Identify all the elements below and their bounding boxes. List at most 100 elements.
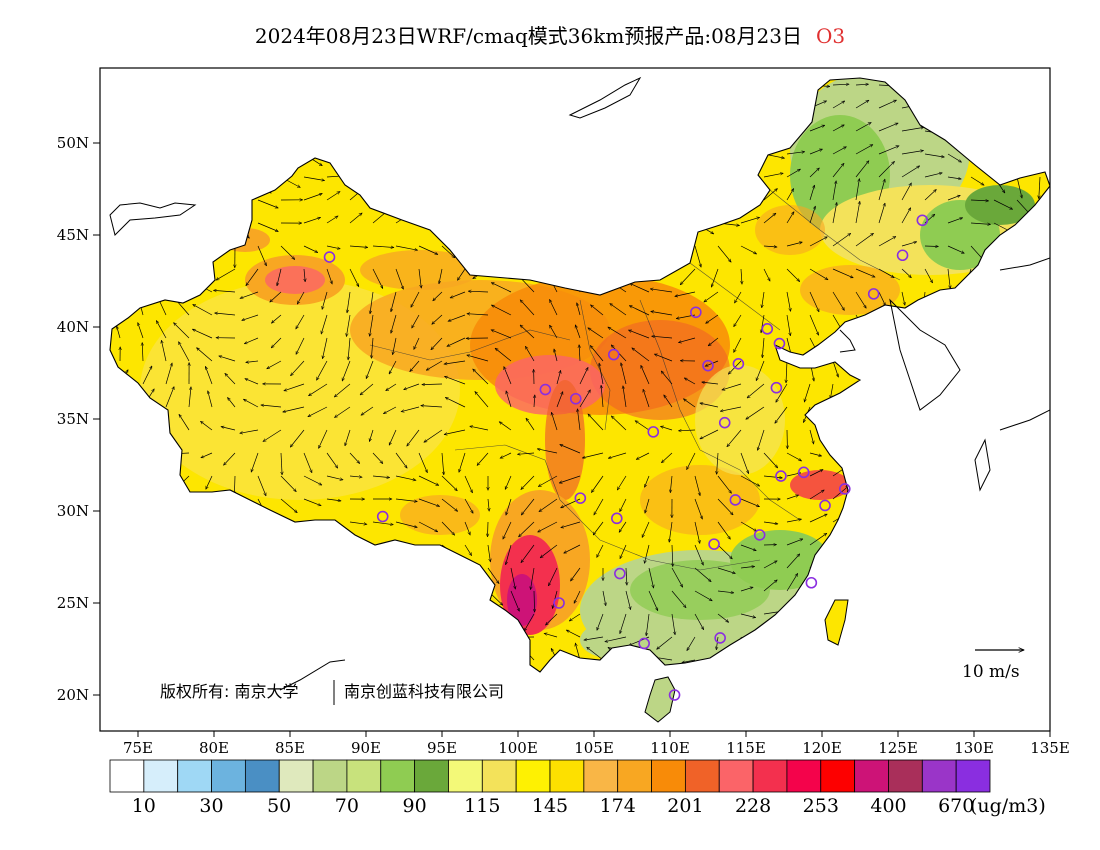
colorbar-swatch — [278, 759, 314, 793]
wind-arrow — [610, 304, 627, 316]
wind-arrow — [221, 427, 236, 431]
wind-scale: 10 m/s — [962, 650, 1024, 682]
colorbar-swatch — [955, 759, 991, 793]
wind-arrow — [679, 337, 696, 343]
wind-arrow — [970, 200, 989, 201]
wind-arrow — [372, 452, 383, 464]
colorbar-label: 145 — [532, 795, 568, 817]
wind-arrow — [559, 475, 581, 483]
wind-arrow — [591, 475, 604, 493]
colorbar-swatch — [143, 759, 179, 793]
wind-arrow — [520, 325, 535, 339]
wind-arrow — [245, 379, 259, 385]
wind-arrow — [855, 179, 859, 201]
wind-arrow — [680, 268, 696, 285]
wind-arrow — [901, 242, 917, 247]
wind-arrow — [345, 429, 351, 446]
colorbar-swatch — [414, 759, 449, 793]
wind-arrow — [809, 452, 822, 456]
wind-arrow — [809, 168, 819, 178]
wind-arrow — [445, 397, 466, 408]
wind-arrow — [763, 246, 777, 247]
wind-arrow — [240, 429, 259, 433]
copyright-text-2: 南京创蓝科技有限公司 — [344, 682, 504, 701]
wind-arrow — [395, 268, 403, 289]
wind-arrow — [717, 544, 732, 559]
wind-arrow — [395, 245, 418, 250]
wind-arrow — [506, 498, 512, 515]
wind-arrow — [575, 325, 581, 339]
wind-arrow — [761, 314, 765, 333]
wind-arrow — [588, 414, 604, 431]
wind-arrow — [540, 544, 558, 558]
wind-arrow — [599, 363, 604, 385]
wind-arrow — [280, 498, 297, 513]
wind-arrow — [700, 429, 719, 440]
wind-arrow — [534, 395, 535, 408]
wind-arrow — [441, 475, 457, 491]
wind-arrow — [464, 544, 472, 556]
wind-arrow — [208, 391, 213, 408]
wind-arrow — [630, 283, 650, 293]
wind-arrow — [531, 567, 535, 590]
wind-arrow — [372, 268, 384, 289]
wind-arrow — [832, 291, 844, 310]
wind-arrow — [591, 305, 604, 316]
wind-arrow — [682, 659, 696, 663]
wind-arrow — [901, 151, 924, 155]
wind-arrow — [717, 498, 733, 515]
wind-arrow — [582, 452, 604, 458]
wind-arrow — [251, 452, 259, 472]
wind-arrow — [640, 365, 650, 385]
wind-arrow — [579, 345, 580, 362]
wind-arrow — [418, 245, 438, 255]
wind-arrow — [716, 636, 719, 650]
wind-arrow — [500, 452, 512, 459]
colorbar-swatch — [346, 759, 382, 793]
site-marker — [323, 251, 336, 263]
wind-arrow — [661, 371, 673, 385]
wind-arrow — [651, 311, 673, 316]
wind-arrow — [445, 376, 466, 385]
wind-arrow — [620, 613, 627, 634]
wind-arrow — [573, 590, 581, 603]
wind-arrow — [717, 245, 731, 262]
wind-arrow — [924, 189, 936, 201]
wind-arrow — [246, 268, 259, 286]
wind-scale-label: 10 m/s — [962, 662, 1020, 682]
wind-arrow — [901, 166, 920, 178]
wind-arrow — [421, 406, 443, 407]
wind-arrow — [686, 452, 696, 470]
wind-arrow — [404, 383, 420, 390]
wind-arrow — [369, 429, 374, 442]
wind-arrow — [855, 233, 874, 247]
wind-arrow — [467, 355, 489, 362]
wind-arrow — [537, 449, 558, 454]
wind-arrow — [566, 629, 581, 638]
colorbar-swatch — [515, 759, 551, 793]
colorbar-swatch — [888, 759, 923, 793]
wind-arrow — [669, 521, 673, 542]
wind-arrow — [763, 452, 778, 468]
wind-arrow — [284, 383, 305, 391]
wind-arrow — [349, 213, 362, 224]
wind-arrow — [174, 323, 190, 339]
wind-arrow — [855, 84, 869, 85]
lat-tick-label: 40N — [57, 318, 89, 336]
wind-arrow — [947, 176, 961, 179]
wind-arrow — [645, 498, 650, 513]
wind-arrow — [809, 291, 820, 312]
site-marker — [553, 597, 565, 609]
wind-arrow — [657, 636, 673, 649]
wind-arrow — [878, 203, 885, 224]
wind-arrow — [257, 222, 278, 232]
wind-arrow — [708, 337, 719, 346]
wind-arrow — [271, 314, 282, 323]
wind-arrow — [786, 212, 794, 224]
wind-arrow — [303, 217, 321, 224]
colorbar-unit: (ug/m3) — [970, 795, 1046, 817]
wind-arrow — [675, 291, 696, 296]
site-marker — [838, 483, 851, 495]
lon-tick-label: 120E — [802, 739, 842, 757]
wind-arrow — [611, 416, 627, 431]
